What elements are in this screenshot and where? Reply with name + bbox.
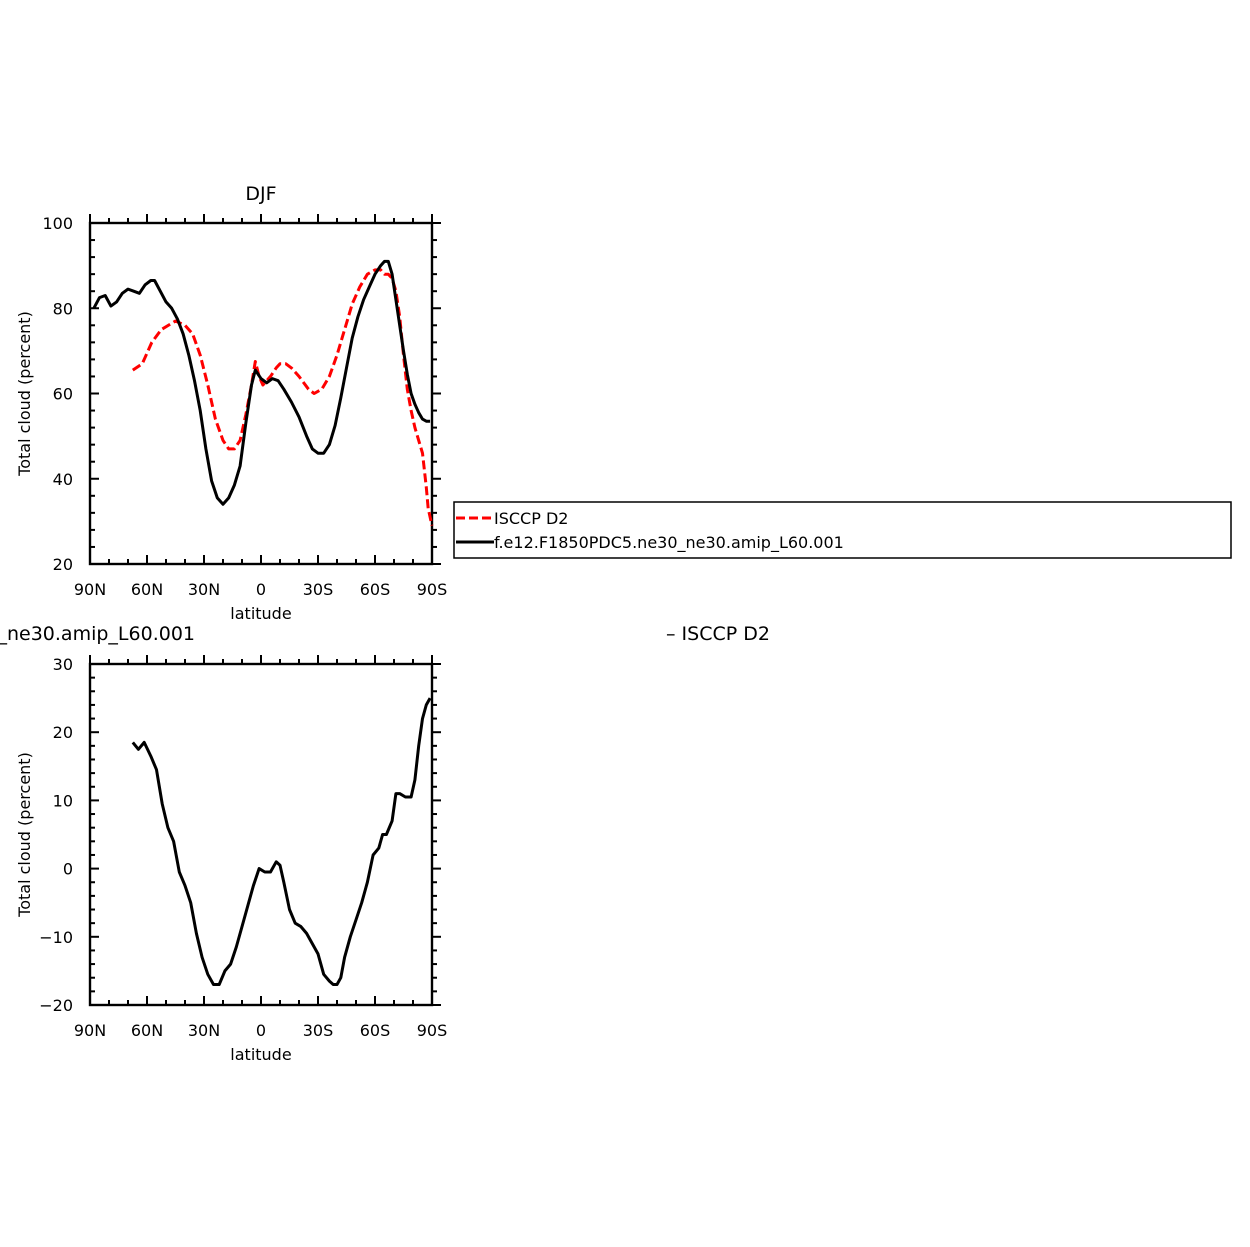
y-axis-label: Total cloud (percent): [15, 311, 34, 477]
x-tick-label: 90S: [417, 580, 448, 599]
x-tick-label: 30N: [188, 580, 220, 599]
x-tick-label: 30S: [303, 1021, 334, 1040]
x-tick-label: 60S: [360, 1021, 391, 1040]
legend: ISCCP D2 f.e12.F1850PDC5.ne30_ne30.amip_L…: [453, 501, 1232, 559]
y-tick-label: 10: [53, 791, 73, 810]
x-tick-label: 90S: [417, 1021, 448, 1040]
x-tick-label: 30N: [188, 1021, 220, 1040]
x-tick-label: 0: [256, 580, 266, 599]
panel-top: 90N 60N 30N 0 30S 60S 90S 20 40 60 80 100 latitude To…: [15, 183, 447, 623]
x-tick-label: 30S: [303, 580, 334, 599]
y-tick-label: 40: [53, 470, 73, 489]
series-line-1: [92, 259, 431, 506]
y-tick-label: 60: [53, 385, 73, 404]
x-axis-label: latitude: [230, 1045, 291, 1064]
x-axis-label: latitude: [230, 604, 291, 623]
chart-title: DJF: [245, 183, 276, 205]
x-tick-label: 60N: [131, 1021, 163, 1040]
y-tick-label: −10: [39, 928, 73, 947]
series-line-0: [131, 697, 432, 986]
plot-frame: [88, 221, 434, 566]
x-tick-label: 90N: [74, 580, 106, 599]
series-line-0: [131, 268, 434, 526]
y-tick-label: 0: [63, 860, 73, 879]
chart-title-right: – ISCCP D2: [666, 623, 770, 645]
chart-title-left: f.e12.F1850PDC5.ne30_ne30.amip_L60.001: [0, 623, 195, 645]
plot-frame: [88, 662, 434, 1007]
y-tick-label: 20: [53, 723, 73, 742]
legend-box: [453, 501, 1232, 559]
x-tick-label: 60S: [360, 580, 391, 599]
panel-bottom: 90N 60N 30N 0 30S 60S 90S −20 −10 0 10 20 30 latitude…: [0, 623, 770, 1064]
y-tick-label: −20: [39, 996, 73, 1015]
y-tick-label: 80: [53, 299, 73, 318]
y-axis-label: Total cloud (percent): [15, 752, 34, 918]
legend-label-0: ISCCP D2: [494, 509, 568, 528]
x-tick-label: 90N: [74, 1021, 106, 1040]
x-tick-label: 0: [256, 1021, 266, 1040]
legend-label-1: f.e12.F1850PDC5.ne30_ne30.amip_L60.001: [494, 533, 844, 553]
x-tick-label: 60N: [131, 580, 163, 599]
y-tick-label: 100: [42, 214, 73, 233]
y-tick-label: 30: [53, 655, 73, 674]
y-tick-label: 20: [53, 555, 73, 574]
